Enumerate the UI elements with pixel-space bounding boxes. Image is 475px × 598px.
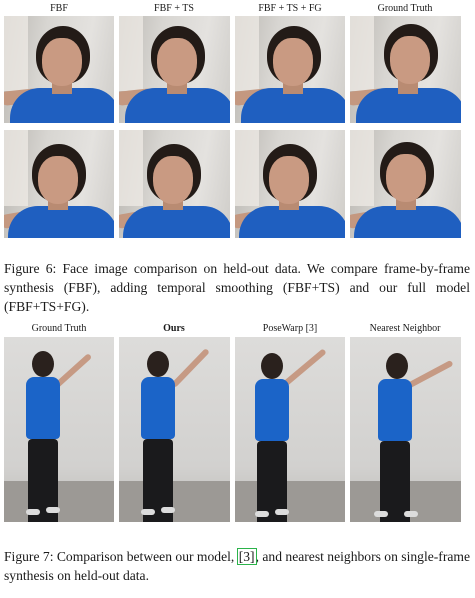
fig6-image-r1-ground-truth — [350, 16, 461, 123]
figure-7-caption-start: Figure 7: Comparison between our model, — [4, 549, 238, 564]
fig6-label-ground-truth: Ground Truth — [377, 3, 433, 14]
fig7-image-ours — [119, 337, 230, 522]
fig6-image-r2-fbf-ts-fg — [235, 130, 345, 238]
figure-6-caption: Figure 6: Face image comparison on held-… — [4, 261, 470, 314]
fig7-label-nearest-neighbor: Nearest Neighbor — [369, 323, 441, 334]
fig7-label-posewarp: PoseWarp [3] — [262, 323, 318, 334]
citation-link-3[interactable]: [3] — [236, 548, 257, 565]
fig6-image-r1-fbf-ts — [119, 16, 230, 123]
fig7-image-nearest-neighbor — [350, 337, 461, 522]
fig6-image-r2-fbf-ts — [119, 130, 230, 238]
fig6-label-fbf-ts: FBF + TS — [154, 3, 194, 14]
figure-7-caption: Figure 7: Comparison between our model, … — [4, 547, 470, 585]
figure-7-caption-end: , and nearest neighbors on single-frame … — [4, 549, 470, 583]
fig7-image-ground-truth — [4, 337, 114, 522]
fig6-image-r1-fbf — [4, 16, 114, 123]
fig6-image-r2-ground-truth — [350, 130, 461, 238]
fig6-image-r2-fbf — [4, 130, 114, 238]
fig6-image-r1-fbf-ts-fg — [235, 16, 345, 123]
fig6-label-fbf: FBF — [50, 3, 68, 14]
fig7-image-posewarp — [235, 337, 345, 522]
fig6-label-fbf-ts-fg: FBF + TS + FG — [258, 3, 322, 14]
fig7-label-ours: Ours — [163, 323, 185, 334]
fig7-label-ground-truth: Ground Truth — [31, 323, 87, 334]
